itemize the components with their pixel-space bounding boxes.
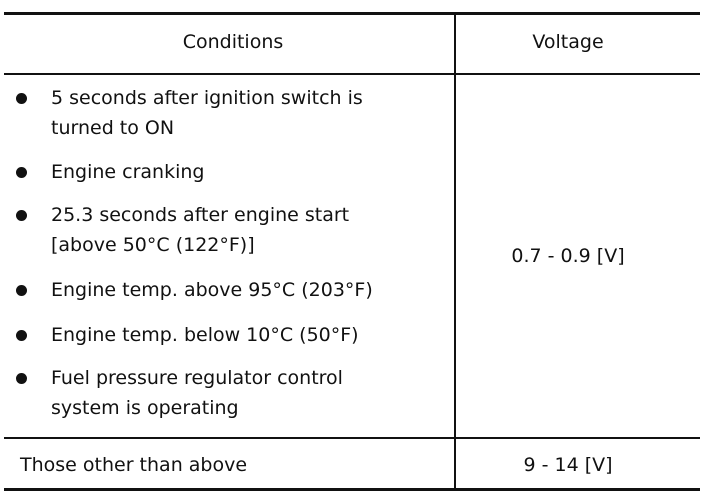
condition-text: system is operating xyxy=(51,397,239,419)
header-conditions: Conditions xyxy=(182,31,284,53)
condition-text: turned to ON xyxy=(51,117,175,139)
bullet xyxy=(16,330,27,341)
condition-text: Engine temp. above 95°C (203°F) xyxy=(51,279,373,301)
header-voltage: Voltage xyxy=(532,31,604,53)
bullet xyxy=(16,373,27,384)
header-rule xyxy=(4,73,700,75)
bullet xyxy=(16,93,27,104)
column-divider xyxy=(454,14,456,490)
condition-text: Those other than above xyxy=(20,454,248,476)
voltage-value: 9 - 14 [V] xyxy=(523,454,613,476)
bullet xyxy=(16,167,27,178)
condition-text: Engine cranking xyxy=(51,161,205,183)
bullet xyxy=(16,285,27,296)
table-bottom-rule xyxy=(4,488,700,491)
condition-text: Fuel pressure regulator control xyxy=(51,367,343,389)
condition-text: [above 50°C (122°F)] xyxy=(51,234,255,256)
voltage-value: 0.7 - 0.9 [V] xyxy=(511,245,625,267)
row-rule xyxy=(4,437,700,439)
condition-text: 5 seconds after ignition switch is xyxy=(51,87,363,109)
condition-text: Engine temp. below 10°C (50°F) xyxy=(51,324,359,346)
condition-text: 25.3 seconds after engine start xyxy=(51,204,350,226)
table-top-rule xyxy=(4,12,700,15)
bullet xyxy=(16,210,27,221)
